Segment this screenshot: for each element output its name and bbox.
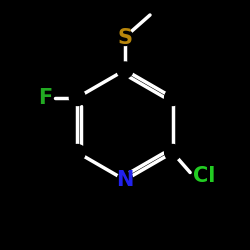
Circle shape: [117, 62, 133, 78]
Text: N: N: [116, 170, 134, 190]
Circle shape: [69, 144, 85, 160]
Circle shape: [165, 90, 181, 106]
Text: S: S: [118, 28, 132, 48]
Circle shape: [117, 30, 133, 46]
Text: F: F: [38, 88, 52, 108]
Circle shape: [117, 172, 133, 188]
Circle shape: [165, 144, 181, 160]
Text: Cl: Cl: [193, 166, 215, 186]
Circle shape: [69, 90, 85, 106]
